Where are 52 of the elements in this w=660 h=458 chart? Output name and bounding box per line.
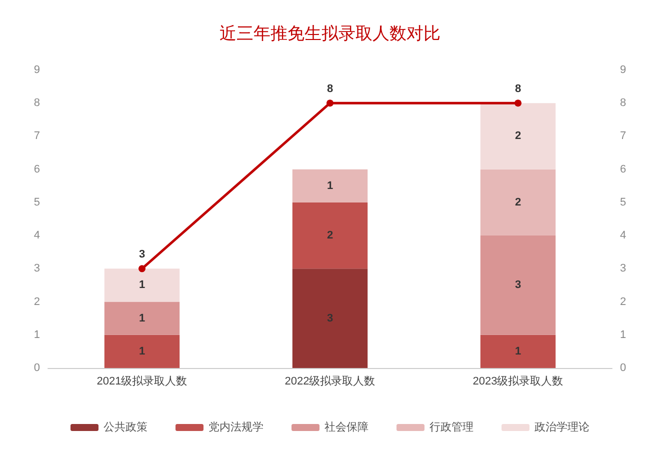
data-label: 1 [326, 180, 334, 192]
y-tick-label: 9 [34, 64, 40, 76]
y2-tick-label: 7 [620, 130, 626, 142]
chart-title: 近三年推免生拟录取人数对比 [220, 24, 440, 43]
data-label: 3 [326, 312, 334, 324]
data-label: 2 [514, 130, 522, 142]
bar [292, 268, 368, 368]
x-tick-label: 2022级拟录取人数 [284, 374, 376, 388]
y2-tick-label: 2 [620, 296, 626, 308]
y2-tick-label: 6 [620, 163, 626, 176]
data-label: 8 [326, 83, 334, 96]
bar [480, 103, 556, 170]
bar [480, 236, 556, 335]
y-tick-label: 0 [34, 362, 40, 374]
y-tick-label: 3 [34, 262, 40, 275]
y2-tick-label: 0 [620, 362, 626, 374]
bar [104, 268, 180, 302]
x-tick-label: 2021级拟录取人数 [96, 374, 188, 388]
y-tick-label: 5 [34, 196, 40, 208]
data-label: 2 [514, 196, 522, 208]
data-label: 1 [138, 312, 146, 324]
bar [104, 302, 180, 335]
y2-tick-label: 8 [620, 97, 626, 110]
y-tick-label: 4 [34, 230, 40, 242]
y2-tick-label: 1 [620, 328, 626, 341]
data-label: 1 [138, 279, 146, 292]
y-tick-label: 2 [34, 296, 40, 308]
y2-tick-label: 3 [620, 262, 626, 275]
y2-tick-label: 5 [620, 196, 626, 208]
data-label: 3 [138, 248, 146, 261]
bar [292, 202, 368, 269]
bar [480, 169, 556, 236]
bar [292, 169, 368, 202]
y-tick-label: 1 [34, 328, 40, 341]
y-tick-label: 6 [34, 163, 40, 176]
legend-label: 公共政策 [104, 420, 148, 434]
legend-label: 党内法规学 [208, 420, 264, 434]
data-label: 1 [514, 345, 522, 358]
data-label: 2 [326, 230, 334, 242]
data-label: 3 [514, 279, 522, 292]
bar [104, 334, 180, 368]
x-tick-label: 2023级拟录取人数 [472, 374, 564, 388]
y-tick-label: 7 [34, 130, 40, 142]
y2-tick-label: 4 [620, 230, 626, 242]
y2-tick-label: 9 [620, 64, 626, 76]
data-label: 1 [138, 345, 146, 358]
legend-label: 政治学理论 [534, 422, 590, 434]
data-label: 8 [514, 83, 522, 96]
bar [480, 334, 556, 368]
y-tick-label: 8 [34, 97, 40, 110]
legend-label: 行政管理 [430, 422, 474, 434]
legend-label: 社会保障 [324, 420, 368, 434]
